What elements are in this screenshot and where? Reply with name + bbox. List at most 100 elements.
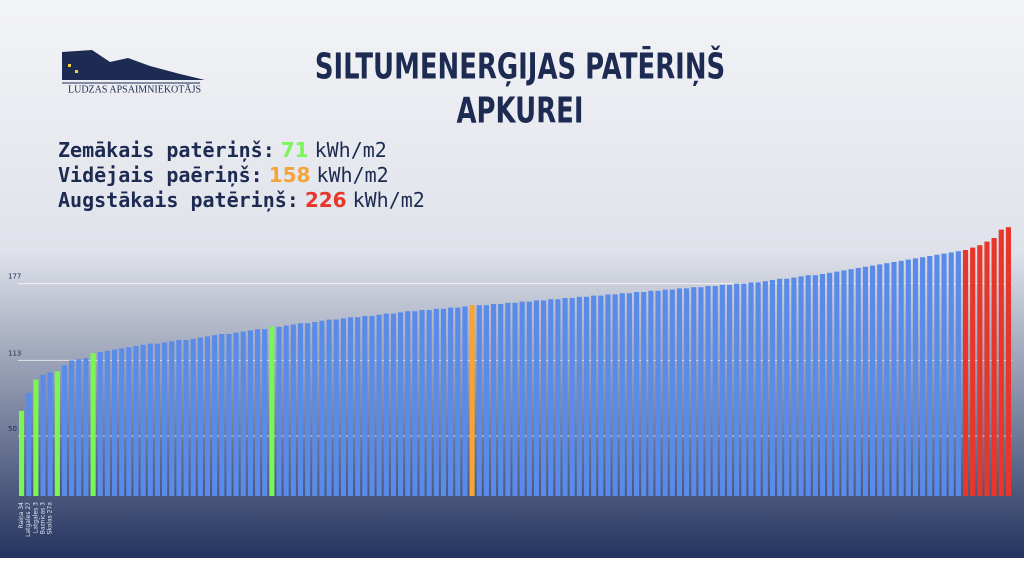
bar — [712, 286, 718, 496]
stat-value: 226 — [305, 188, 347, 212]
bar — [934, 254, 940, 496]
bar — [612, 294, 618, 496]
bar — [376, 314, 382, 496]
bar — [269, 326, 275, 496]
stat-line: Vidējais paēriņš: 158 kWh/m2 — [58, 163, 389, 187]
bar — [297, 323, 304, 496]
bar — [76, 359, 82, 496]
bar — [626, 293, 632, 496]
bar — [190, 338, 196, 496]
stat-value: 158 — [269, 163, 311, 187]
logo-window — [75, 70, 78, 73]
bar — [719, 284, 725, 496]
bar — [762, 281, 768, 496]
y-tick-label: 50 — [8, 425, 17, 433]
y-tick-label: 113 — [8, 349, 21, 357]
logo-window — [68, 64, 71, 67]
bar — [848, 269, 854, 496]
bar — [462, 306, 468, 496]
bar — [755, 282, 761, 496]
bar — [998, 229, 1004, 496]
logo: LUDZAS APSAIMNIEKOTĀJS — [62, 50, 205, 95]
stat-line: Augstākais patēriņš: 226 kWh/m2 — [58, 188, 425, 212]
x-tick-label: Baznīcas 3 — [40, 502, 47, 534]
bar — [419, 310, 425, 496]
bar — [390, 313, 397, 496]
stat-label: Zemākais patēriņš: — [58, 138, 275, 162]
bar — [619, 293, 625, 496]
bar — [119, 348, 125, 496]
bar — [641, 292, 647, 496]
bar — [827, 272, 833, 496]
bar — [705, 286, 711, 496]
stat-label: Vidējais paēriņš: — [58, 163, 263, 187]
x-tick-label: Raiņa 34 — [18, 502, 25, 529]
bar — [140, 344, 146, 496]
bar — [819, 274, 826, 496]
bar — [562, 298, 568, 496]
bar — [633, 292, 640, 496]
bar — [433, 308, 439, 496]
bar — [162, 342, 168, 496]
bar — [855, 268, 861, 496]
bar — [555, 299, 561, 496]
bar — [247, 330, 253, 496]
plot: 50 113 177 Raiņa 34 Latgales 27 Latgales 3 Baz… — [8, 227, 1012, 537]
bar — [40, 374, 46, 496]
bar — [869, 265, 876, 496]
bar — [212, 335, 218, 496]
bar — [533, 300, 540, 496]
bar — [305, 323, 311, 496]
bar — [369, 316, 375, 496]
bar — [669, 289, 675, 496]
bar — [97, 352, 103, 496]
bar — [90, 353, 96, 496]
bar — [490, 304, 497, 496]
bar — [655, 290, 661, 496]
chart-title: APKUREI — [456, 90, 583, 131]
y-tick-label: 177 — [8, 273, 21, 281]
bar — [927, 256, 933, 496]
bar — [226, 334, 232, 496]
bar — [955, 251, 961, 496]
bar — [583, 296, 590, 496]
x-tick-label: Latgales 3 — [32, 502, 39, 533]
bar — [355, 317, 361, 496]
bar — [290, 324, 296, 496]
bar — [347, 317, 354, 496]
bar — [283, 325, 289, 496]
bar — [676, 288, 683, 496]
bar — [920, 257, 926, 496]
bar — [948, 252, 954, 496]
bar — [841, 270, 847, 496]
stat-unit: kWh/m2 — [316, 163, 388, 187]
bar — [905, 259, 911, 496]
bar — [133, 346, 139, 496]
bar — [340, 318, 346, 496]
bar — [505, 302, 511, 496]
bar — [219, 334, 225, 496]
bar — [319, 320, 325, 496]
stat-unit: kWh/m2 — [353, 188, 425, 212]
bar — [398, 312, 404, 496]
x-tick-label: Skolas 27a — [47, 502, 54, 535]
bar — [662, 289, 668, 496]
bar — [483, 305, 489, 496]
bar — [154, 343, 161, 496]
bar — [591, 295, 597, 496]
bar — [526, 301, 532, 496]
bar — [47, 372, 53, 496]
bar — [898, 260, 904, 496]
bar — [276, 326, 282, 496]
bar — [569, 298, 575, 496]
stat-unit: kWh/m2 — [315, 138, 387, 162]
bar — [240, 331, 246, 496]
bar — [884, 263, 890, 496]
bar — [440, 308, 447, 496]
bar — [362, 316, 368, 496]
stat-line: Zemākais patēriņš: 71 kWh/m2 — [58, 138, 387, 162]
bar — [104, 350, 110, 496]
